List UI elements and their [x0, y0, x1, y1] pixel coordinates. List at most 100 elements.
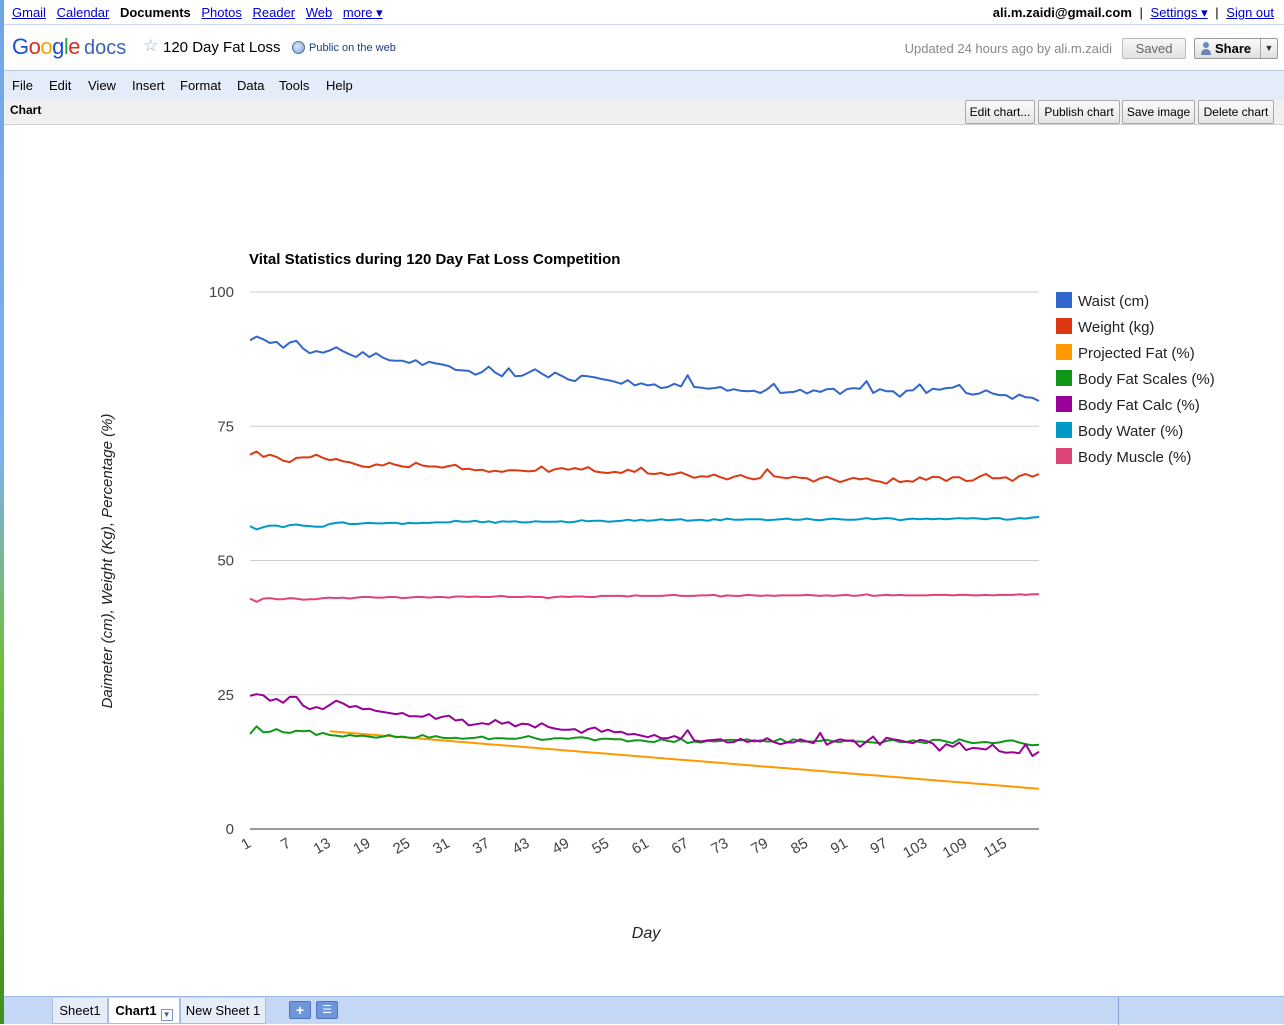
x-tick-label: 67	[669, 835, 692, 858]
legend-label: Waist (cm)	[1078, 293, 1149, 310]
browser-window: Gmail Calendar Documents Photos Reader W…	[4, 0, 1284, 1025]
divider	[1118, 997, 1119, 1025]
x-tick-label: 43	[510, 835, 533, 858]
legend-label: Projected Fat (%)	[1078, 345, 1195, 362]
series-line	[249, 593, 1039, 603]
x-tick-label: 1	[238, 835, 254, 854]
document-title[interactable]: 120 Day Fat Loss	[163, 39, 281, 56]
legend-swatch	[1056, 370, 1072, 386]
legend-label: Weight (kg)	[1078, 319, 1154, 336]
share-label: Share	[1215, 41, 1252, 56]
x-tick-label: 61	[629, 835, 652, 858]
menu-edit[interactable]: Edit	[49, 78, 72, 93]
legend-label: Body Fat Scales (%)	[1078, 371, 1215, 388]
saved-button[interactable]: Saved	[1122, 38, 1186, 59]
menu-view[interactable]: View	[88, 78, 116, 93]
y-tick-label: 0	[226, 821, 234, 838]
series-line	[249, 335, 1040, 402]
google-bar: Gmail Calendar Documents Photos Reader W…	[4, 0, 1284, 25]
share-dropdown-icon[interactable]: ▼	[1260, 39, 1277, 58]
tab-dropdown-icon[interactable]: ▼	[160, 1009, 173, 1021]
legend-label: Body Water (%)	[1078, 423, 1183, 440]
chart-series-group	[249, 335, 1040, 790]
y-tick-label: 25	[217, 687, 234, 704]
series-line	[249, 450, 1040, 485]
signout-link[interactable]: Sign out	[1226, 5, 1274, 20]
gbar-link-more[interactable]: more ▾	[342, 5, 383, 20]
legend-label: Body Fat Calc (%)	[1078, 397, 1200, 414]
series-line	[249, 693, 1040, 757]
separator: |	[1215, 5, 1219, 20]
gbar-link-photos[interactable]: Photos	[201, 5, 242, 20]
gbar-user-area: ali.m.zaidi@gmail.com | Settings ▾ | Sig…	[993, 5, 1274, 21]
chart-toolbar: Chart Edit chart... Publish chart Save i…	[4, 100, 1284, 125]
sheet-tab-chart1[interactable]: Chart1 ▼	[108, 998, 180, 1024]
x-tick-label: 25	[390, 835, 413, 858]
legend-swatch	[1056, 292, 1072, 308]
x-tick-label: 85	[788, 835, 811, 858]
sheet-tab-label: New Sheet 1	[185, 1003, 261, 1018]
gbar-link-reader[interactable]: Reader	[252, 5, 296, 20]
save-image-button[interactable]: Save image	[1122, 100, 1195, 124]
desktop-background	[0, 0, 4, 1024]
y-tick-label: 100	[209, 284, 234, 301]
legend-swatch	[1056, 448, 1072, 464]
menu-tools[interactable]: Tools	[279, 78, 310, 93]
sheet-tab-new-sheet-1[interactable]: New Sheet 1	[180, 998, 266, 1024]
line-chart: 0 25 50 75 100 1 7 13 19 25 31 37 43 49 55 61 67 73 79 85 91…	[99, 251, 1215, 942]
sheet-tab-sheet1[interactable]: Sheet1	[52, 998, 108, 1024]
x-tick-label: 13	[311, 835, 334, 858]
sheet-tab-bar: Sheet1 Chart1 ▼ New Sheet 1 + ☰	[4, 996, 1284, 1025]
x-tick-label: 19	[350, 835, 373, 858]
person-icon	[1201, 42, 1211, 55]
publish-chart-button[interactable]: Publish chart	[1038, 100, 1120, 124]
chart-ticks: 0 25 50 75 100 1 7 13 19 25 31 37 43 49 55 61 67 73 79 85 91…	[209, 284, 1010, 862]
star-icon[interactable]: ☆	[143, 36, 159, 55]
separator: |	[1139, 5, 1143, 20]
add-sheet-icon[interactable]: +	[289, 1001, 311, 1019]
y-tick-label: 75	[217, 418, 234, 435]
gbar-link-web[interactable]: Web	[305, 5, 333, 20]
x-tick-label: 109	[940, 835, 970, 862]
y-axis-label: Daimeter (cm), Weight (Kg), Percentage (…	[99, 414, 116, 709]
user-email: ali.m.zaidi@gmail.com	[992, 5, 1132, 20]
gbar-link-gmail[interactable]: Gmail	[12, 5, 46, 20]
sheet-list-icon[interactable]: ☰	[316, 1001, 338, 1019]
chart-grid	[250, 291, 1039, 830]
menu-bar: File Edit View Insert Format Data Tools …	[4, 70, 1284, 100]
visibility-link[interactable]: Public on the web	[309, 42, 396, 54]
x-tick-label: 91	[828, 835, 851, 858]
menu-format[interactable]: Format	[180, 78, 222, 93]
series-line	[249, 516, 1040, 531]
x-tick-label: 7	[278, 835, 294, 854]
gbar-link-documents: Documents	[119, 5, 191, 20]
legend-swatch	[1056, 396, 1072, 412]
legend-swatch	[1056, 344, 1072, 360]
google-docs-logo[interactable]: Google docs	[12, 34, 127, 59]
chart-section-title: Chart	[10, 103, 42, 117]
menu-data[interactable]: Data	[237, 78, 265, 93]
gbar-link-calendar[interactable]: Calendar	[56, 5, 110, 20]
x-tick-label: 49	[549, 835, 572, 858]
sheet-tab-label: Sheet1	[59, 1003, 101, 1018]
share-button[interactable]: Share ▼	[1194, 38, 1278, 59]
x-tick-label: 73	[708, 835, 731, 858]
docs-header: Google docs ☆ 120 Day Fat Loss Public on …	[4, 26, 1284, 70]
menu-insert[interactable]: Insert	[132, 78, 165, 93]
x-tick-label: 55	[589, 835, 612, 858]
legend-swatch	[1056, 422, 1072, 438]
globe-icon	[292, 41, 305, 54]
x-tick-label: 37	[470, 835, 493, 858]
x-tick-label: 31	[430, 835, 453, 858]
menu-file[interactable]: File	[12, 78, 33, 93]
settings-link[interactable]: Settings ▾	[1150, 5, 1208, 20]
sheet-tab-label: Chart1	[115, 1003, 157, 1018]
edit-chart-button[interactable]: Edit chart...	[965, 100, 1035, 124]
gbar-links: Gmail Calendar Documents Photos Reader W…	[12, 5, 390, 21]
x-tick-label: 97	[868, 835, 891, 858]
delete-chart-button[interactable]: Delete chart	[1198, 100, 1274, 124]
x-tick-label: 115	[981, 835, 1010, 862]
logo-docs-text: docs	[84, 37, 127, 59]
x-axis-label: Day	[632, 925, 661, 942]
menu-help[interactable]: Help	[326, 78, 353, 93]
